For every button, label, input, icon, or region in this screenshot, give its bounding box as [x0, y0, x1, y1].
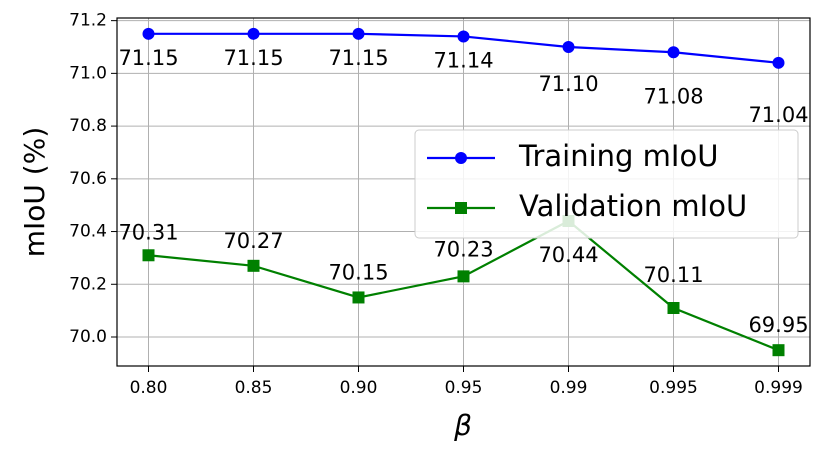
- data-label: 69.95: [748, 313, 808, 337]
- y-tick-label: 70.4: [69, 222, 107, 242]
- y-tick-label: 71.2: [69, 11, 107, 31]
- plot-frame: [116, 17, 811, 367]
- point: [457, 270, 470, 283]
- x-tick-label: 0.90: [340, 378, 378, 398]
- point: [457, 30, 470, 43]
- y-tick-label: 71.0: [69, 63, 107, 83]
- point: [772, 344, 785, 357]
- data-label: 70.31: [118, 220, 178, 244]
- y-tick-label: 70.2: [69, 274, 107, 294]
- data-label: 71.15: [328, 46, 388, 70]
- point: [667, 302, 680, 314]
- data-label: 70.44: [538, 243, 598, 267]
- y-axis-label: mIoU (%): [18, 127, 51, 258]
- x-tick-label: 0.85: [235, 378, 273, 398]
- data-label: 71.08: [643, 84, 703, 108]
- data-label: 71.04: [748, 103, 808, 127]
- x-tick-label: 0.80: [130, 378, 168, 398]
- legend-marker: [455, 202, 467, 214]
- x-tick-label: 0.999: [754, 378, 803, 398]
- data-label: 70.15: [328, 260, 388, 284]
- point: [352, 27, 365, 40]
- point: [562, 41, 575, 53]
- x-tick-label: 0.99: [550, 378, 588, 398]
- legend-label: Training mIoU: [518, 139, 718, 173]
- data-label: 71.15: [223, 46, 283, 70]
- legend-box: [414, 129, 799, 239]
- point: [352, 291, 365, 304]
- data-label: 70.27: [223, 229, 283, 253]
- data-label: 70.23: [433, 237, 493, 261]
- data-label: 70.11: [643, 263, 703, 287]
- x-axis-label: β: [453, 409, 472, 442]
- data-label: 71.14: [433, 48, 493, 72]
- legend-label: Validation mIoU: [519, 189, 747, 223]
- x-tick-label: 0.95: [445, 378, 483, 398]
- point: [247, 259, 260, 272]
- data-label: 71.15: [118, 46, 178, 70]
- y-tick-label: 70.8: [69, 116, 107, 136]
- legend: Training mIoU Validation mIoU: [414, 129, 799, 239]
- point: [247, 27, 260, 40]
- legend-marker: [455, 152, 467, 164]
- point: [142, 249, 155, 262]
- y-tick-label: 70.0: [69, 327, 107, 347]
- point: [142, 27, 155, 40]
- y-tick-label: 70.6: [69, 169, 107, 189]
- x-tick-label: 0.995: [649, 378, 698, 398]
- data-label: 71.10: [538, 72, 598, 96]
- point: [772, 56, 785, 69]
- point: [667, 46, 680, 59]
